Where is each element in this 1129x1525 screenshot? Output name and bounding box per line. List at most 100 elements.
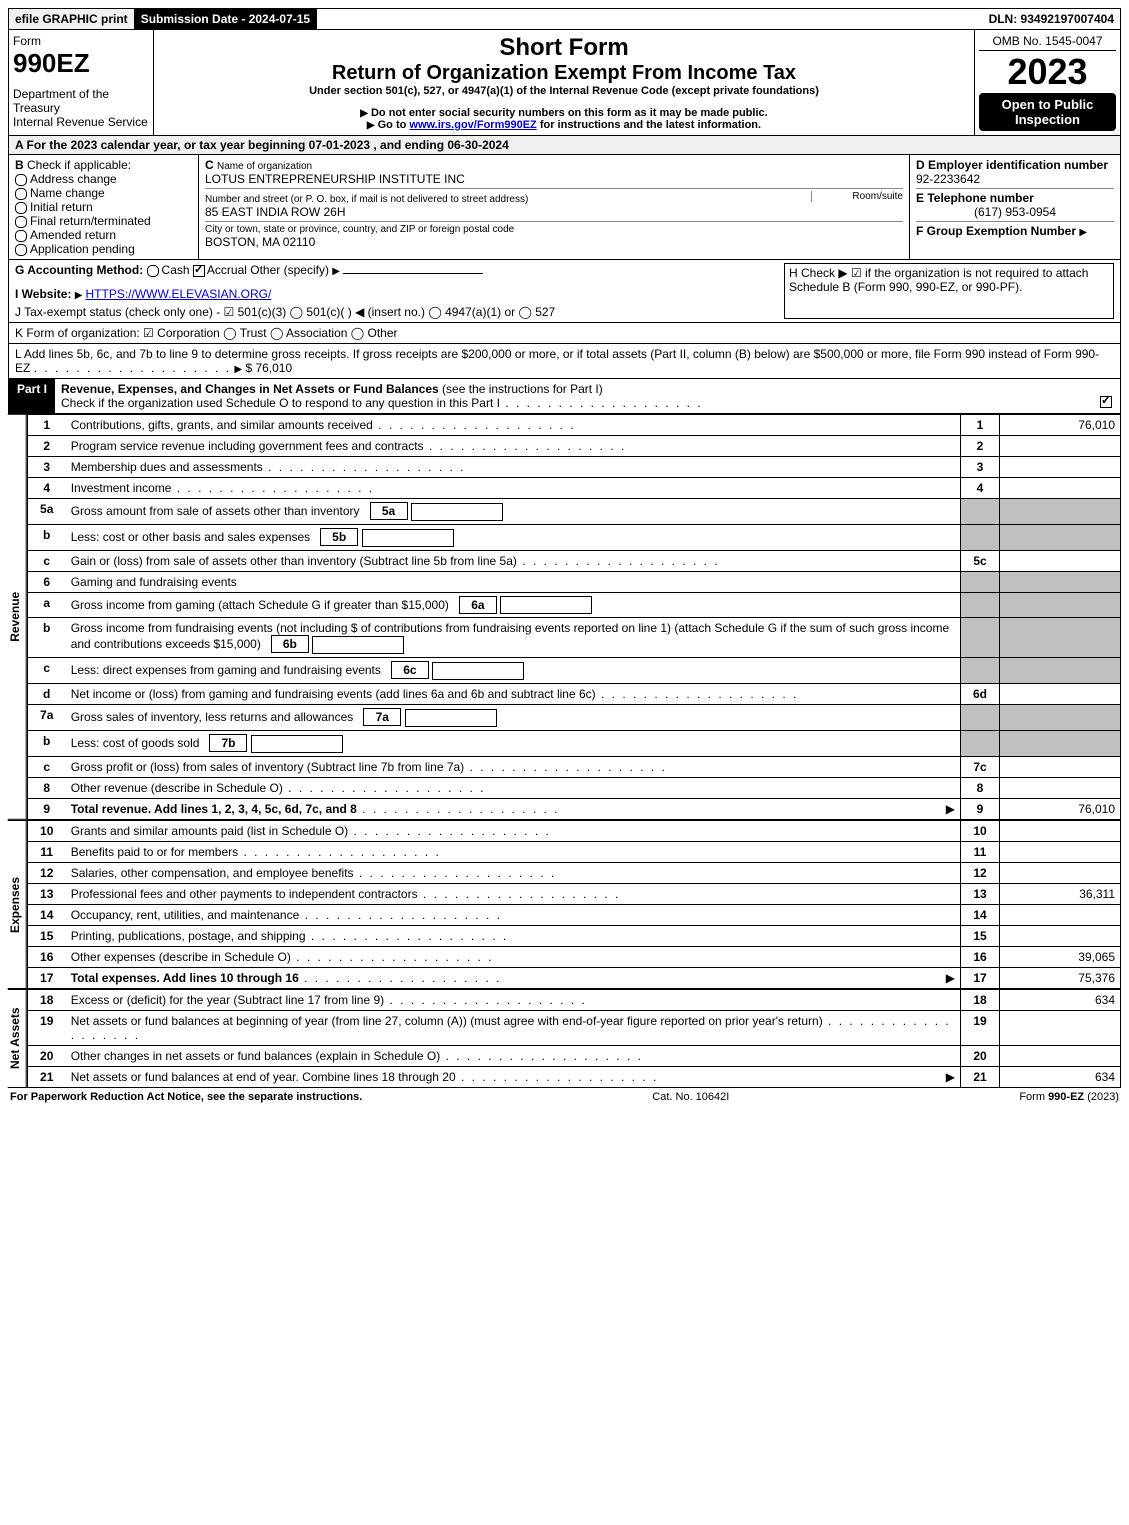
b-item-label: Initial return xyxy=(30,200,93,214)
accrual-label: Accrual xyxy=(207,263,247,277)
line-number: b xyxy=(27,524,66,550)
line-amount xyxy=(1000,1010,1121,1045)
line-number: c xyxy=(27,756,66,777)
checkbox[interactable] xyxy=(15,202,27,214)
revenue-table: 1Contributions, gifts, grants, and simil… xyxy=(27,414,1121,820)
box-d: D Employer identification number 92-2233… xyxy=(910,155,1120,259)
line-desc: Net income or (loss) from gaming and fun… xyxy=(66,684,961,705)
line-desc: Less: direct expenses from gaming and fu… xyxy=(66,658,961,684)
arrow-icon xyxy=(1079,224,1087,238)
arrow-icon xyxy=(332,263,340,277)
efile-print-button[interactable]: efile GRAPHIC print xyxy=(9,9,135,29)
arrow-icon xyxy=(234,361,242,375)
line-number: 10 xyxy=(27,820,66,841)
row-l-amount: $ 76,010 xyxy=(245,361,292,375)
line-amount xyxy=(1000,618,1121,658)
line-desc: Salaries, other compensation, and employ… xyxy=(66,862,961,883)
dept-label: Department of the Treasury xyxy=(13,87,149,115)
line-number: 1 xyxy=(27,415,66,436)
line-ref: 9 xyxy=(961,798,1000,819)
line-number: a xyxy=(27,592,66,618)
footer-mid: Cat. No. 10642I xyxy=(652,1091,729,1103)
inner-amount xyxy=(251,735,343,753)
part1-check-note: Check if the organization used Schedule … xyxy=(61,396,500,410)
line-amount: 39,065 xyxy=(1000,946,1121,967)
line-desc: Gross amount from sale of assets other t… xyxy=(66,499,961,525)
b-item-label: Application pending xyxy=(30,242,135,256)
other-label: Other (specify) xyxy=(250,263,329,277)
line-amount xyxy=(1000,730,1121,756)
table-row: 16Other expenses (describe in Schedule O… xyxy=(27,946,1120,967)
revenue-section: Revenue 1Contributions, gifts, grants, a… xyxy=(8,414,1121,820)
table-row: 15Printing, publications, postage, and s… xyxy=(27,925,1120,946)
line-desc: Gaming and fundraising events xyxy=(66,571,961,592)
irs-link[interactable]: www.irs.gov/Form990EZ xyxy=(409,119,536,131)
line-amount xyxy=(1000,705,1121,731)
line-desc: Excess or (deficit) for the year (Subtra… xyxy=(66,989,961,1010)
line-amount xyxy=(1000,550,1121,571)
submission-date: Submission Date - 2024-07-15 xyxy=(135,9,317,29)
line-ref xyxy=(961,730,1000,756)
netassets-table: 18Excess or (deficit) for the year (Subt… xyxy=(27,989,1121,1088)
arrow-icon xyxy=(360,107,371,119)
table-row: 6Gaming and fundraising events xyxy=(27,571,1120,592)
open-public-badge: Open to Public Inspection xyxy=(979,93,1116,131)
table-row: 3Membership dues and assessments3 xyxy=(27,457,1120,478)
table-row: 11Benefits paid to or for members11 xyxy=(27,841,1120,862)
accrual-checkbox[interactable] xyxy=(193,265,205,277)
line-amount: 634 xyxy=(1000,1066,1121,1087)
line-desc: Gross income from fundraising events (no… xyxy=(66,618,961,658)
street-label: Number and street (or P. O. box, if mail… xyxy=(205,194,528,205)
box-c: C Name of organization LOTUS ENTREPRENEU… xyxy=(199,155,910,259)
arrow-icon xyxy=(75,287,86,301)
row-g-h: G Accounting Method: Cash Accrual Other … xyxy=(8,260,1121,323)
checkbox[interactable] xyxy=(15,216,27,228)
line-desc: Gross sales of inventory, less returns a… xyxy=(66,705,961,731)
line-number: b xyxy=(27,618,66,658)
line-amount xyxy=(1000,820,1121,841)
omb-number: OMB No. 1545-0047 xyxy=(979,34,1116,51)
checkbox[interactable] xyxy=(15,174,27,186)
website-link[interactable]: HTTPS://WWW.ELEVASIAN.ORG/ xyxy=(86,287,272,301)
line-desc: Occupancy, rent, utilities, and maintena… xyxy=(66,904,961,925)
line-desc: Gross profit or (loss) from sales of inv… xyxy=(66,756,961,777)
table-row: bLess: cost or other basis and sales exp… xyxy=(27,524,1120,550)
checkbox[interactable] xyxy=(15,230,27,242)
line-amount xyxy=(1000,592,1121,618)
g-label: G Accounting Method: xyxy=(15,263,143,277)
line-number: 12 xyxy=(27,862,66,883)
b-item-label: Final return/terminated xyxy=(30,214,151,228)
line-number: 18 xyxy=(27,989,66,1010)
line-number: 7a xyxy=(27,705,66,731)
table-row: cGain or (loss) from sale of assets othe… xyxy=(27,550,1120,571)
inner-amount xyxy=(362,529,454,547)
line-desc: Membership dues and assessments xyxy=(66,457,961,478)
form-header: Form 990EZ Department of the Treasury In… xyxy=(8,30,1121,136)
line-amount xyxy=(1000,756,1121,777)
form-number: 990EZ xyxy=(13,48,149,79)
inner-line-no: 5b xyxy=(320,528,358,546)
row-a-text: A For the 2023 calendar year, or tax yea… xyxy=(15,138,509,152)
table-row: cGross profit or (loss) from sales of in… xyxy=(27,756,1120,777)
line-desc: Program service revenue including govern… xyxy=(66,436,961,457)
table-row: 13Professional fees and other payments t… xyxy=(27,883,1120,904)
line-desc: Less: cost of goods sold 7b xyxy=(66,730,961,756)
header-center: Short Form Return of Organization Exempt… xyxy=(154,30,975,135)
inner-amount xyxy=(432,662,524,680)
line-ref: 3 xyxy=(961,457,1000,478)
cash-label: Cash xyxy=(162,263,190,277)
org-name: LOTUS ENTREPRENEURSHIP INSTITUTE INC xyxy=(205,172,903,186)
checkbox[interactable] xyxy=(15,188,27,200)
schedule-o-checkbox[interactable] xyxy=(1100,396,1112,408)
form-label: Form xyxy=(13,34,149,48)
table-row: 1Contributions, gifts, grants, and simil… xyxy=(27,415,1120,436)
table-row: bGross income from fundraising events (n… xyxy=(27,618,1120,658)
line-ref: 10 xyxy=(961,820,1000,841)
line-ref xyxy=(961,592,1000,618)
checkbox[interactable] xyxy=(15,244,27,256)
cash-checkbox[interactable] xyxy=(147,265,159,277)
row-h: H Check ▶ ☑ if the organization is not r… xyxy=(784,263,1114,319)
line-ref: 7c xyxy=(961,756,1000,777)
b-label: B xyxy=(15,158,24,172)
line-desc: Other revenue (describe in Schedule O) xyxy=(66,777,961,798)
